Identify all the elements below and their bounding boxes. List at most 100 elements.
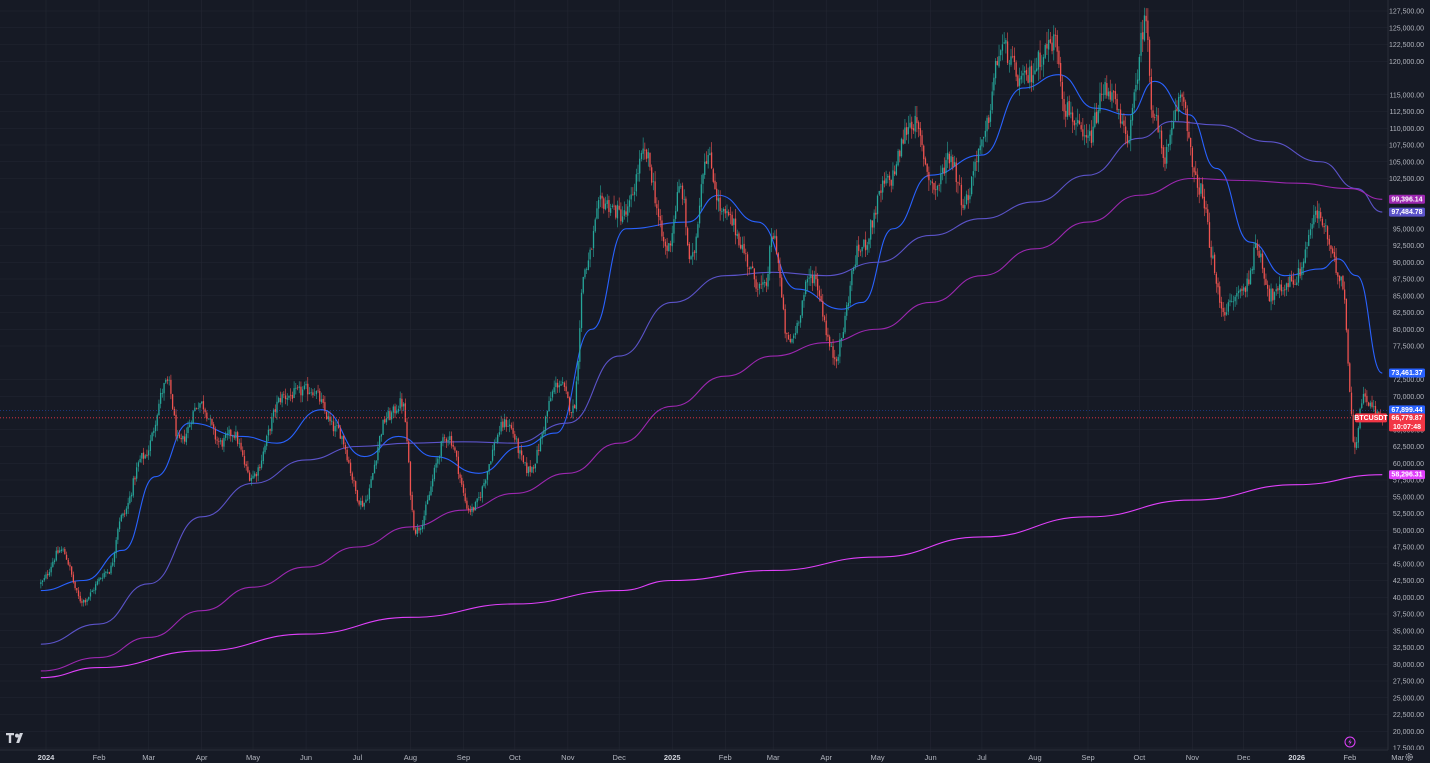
candle-body: [1094, 112, 1096, 127]
time-axis-panel[interactable]: [0, 750, 1430, 763]
candle-body: [953, 162, 956, 167]
candle-body: [575, 381, 578, 410]
candle-body: [1135, 84, 1137, 92]
candle-body: [1241, 288, 1243, 291]
candle-body: [185, 433, 187, 443]
candle-body: [743, 243, 745, 254]
candle-body: [1109, 91, 1111, 100]
candle-body: [1212, 255, 1214, 259]
candle-body: [207, 418, 210, 420]
candle-body: [1166, 146, 1168, 164]
candle-body: [726, 211, 728, 214]
candle-body: [279, 398, 282, 403]
candle-body: [503, 419, 506, 428]
candle-body: [1058, 50, 1060, 65]
candle-body: [257, 467, 259, 476]
candle-body: [1284, 289, 1286, 291]
candle-body: [524, 462, 526, 464]
candle-body: [1220, 301, 1223, 309]
candle-body: [979, 145, 981, 151]
candle-body: [337, 425, 340, 429]
candle-body: [830, 345, 832, 347]
candle-body: [698, 205, 701, 224]
candle-body: [678, 186, 680, 193]
candle-body: [471, 506, 473, 512]
candle-body: [302, 389, 304, 396]
candle-body: [331, 420, 333, 422]
candle-body: [570, 412, 572, 413]
candle-body: [779, 264, 781, 278]
candle-body: [343, 435, 345, 445]
candle-body: [515, 438, 518, 440]
candle-body: [1184, 101, 1187, 108]
tradingview-logo[interactable]: [6, 733, 23, 743]
candle-body: [642, 148, 644, 154]
candle-body: [469, 510, 471, 512]
candle-body: [1294, 284, 1296, 285]
candle-body: [1160, 130, 1163, 149]
candle-body: [1304, 249, 1306, 263]
candle-body: [849, 285, 851, 303]
candle-body: [377, 447, 379, 461]
candle-body: [620, 209, 622, 222]
price-tick-label: 55,000.00: [1393, 494, 1424, 501]
candle-body: [649, 152, 651, 168]
candle-body: [772, 236, 774, 240]
candle-body: [623, 210, 625, 216]
candle-body: [1039, 52, 1041, 67]
candle-body: [674, 211, 677, 219]
lightning-icon[interactable]: [1344, 736, 1356, 748]
candle-body: [356, 490, 359, 501]
price-tick-label: 25,000.00: [1393, 695, 1424, 702]
candle-body: [141, 453, 143, 459]
candle-body: [151, 432, 153, 441]
candle-body: [199, 403, 201, 408]
candle-body: [52, 561, 54, 567]
candle-body: [1119, 109, 1122, 124]
candle-body: [1253, 247, 1255, 270]
last-price-value: 66,779.87: [1391, 415, 1422, 422]
candle-body: [1123, 120, 1125, 126]
candle-body: [317, 390, 319, 392]
candle-body: [290, 394, 292, 396]
candle-body: [98, 578, 100, 582]
candle-body: [79, 595, 81, 602]
candle-body: [105, 571, 107, 573]
candle-body: [1032, 75, 1034, 84]
candle-body: [668, 243, 670, 252]
price-tick-label: 122,500.00: [1389, 42, 1424, 49]
candle-body: [1263, 268, 1265, 279]
candle-body: [1277, 288, 1279, 291]
candle-body: [885, 178, 887, 184]
symbol-tag: BTCUSDT: [1354, 415, 1388, 422]
candle-body: [965, 194, 968, 204]
candle-body: [767, 274, 769, 287]
candle-body: [762, 282, 764, 285]
candle-body: [86, 599, 88, 603]
candle-body: [1106, 83, 1108, 96]
candle-body: [1366, 395, 1368, 403]
candle-body: [751, 266, 754, 269]
candle-body: [704, 161, 706, 175]
candle-body: [380, 434, 383, 437]
candle-body: [1159, 130, 1161, 132]
candle-body: [1354, 442, 1356, 448]
candle-body: [883, 180, 886, 184]
candle-body: [834, 357, 836, 360]
gear-icon[interactable]: [1405, 753, 1413, 761]
candle-body: [305, 384, 307, 386]
candle-body: [1342, 275, 1344, 290]
candle-body: [159, 392, 162, 404]
candle-body: [194, 407, 196, 412]
candle-body: [226, 433, 229, 435]
candle-body: [1302, 261, 1305, 268]
candle-body: [895, 164, 898, 175]
candle-body: [1154, 117, 1156, 118]
candle-body: [404, 403, 406, 423]
candle-body: [1054, 34, 1057, 36]
candle-body: [1066, 102, 1069, 117]
candle-body: [512, 428, 514, 434]
candle-body: [349, 462, 352, 474]
candle-body: [1299, 268, 1301, 276]
